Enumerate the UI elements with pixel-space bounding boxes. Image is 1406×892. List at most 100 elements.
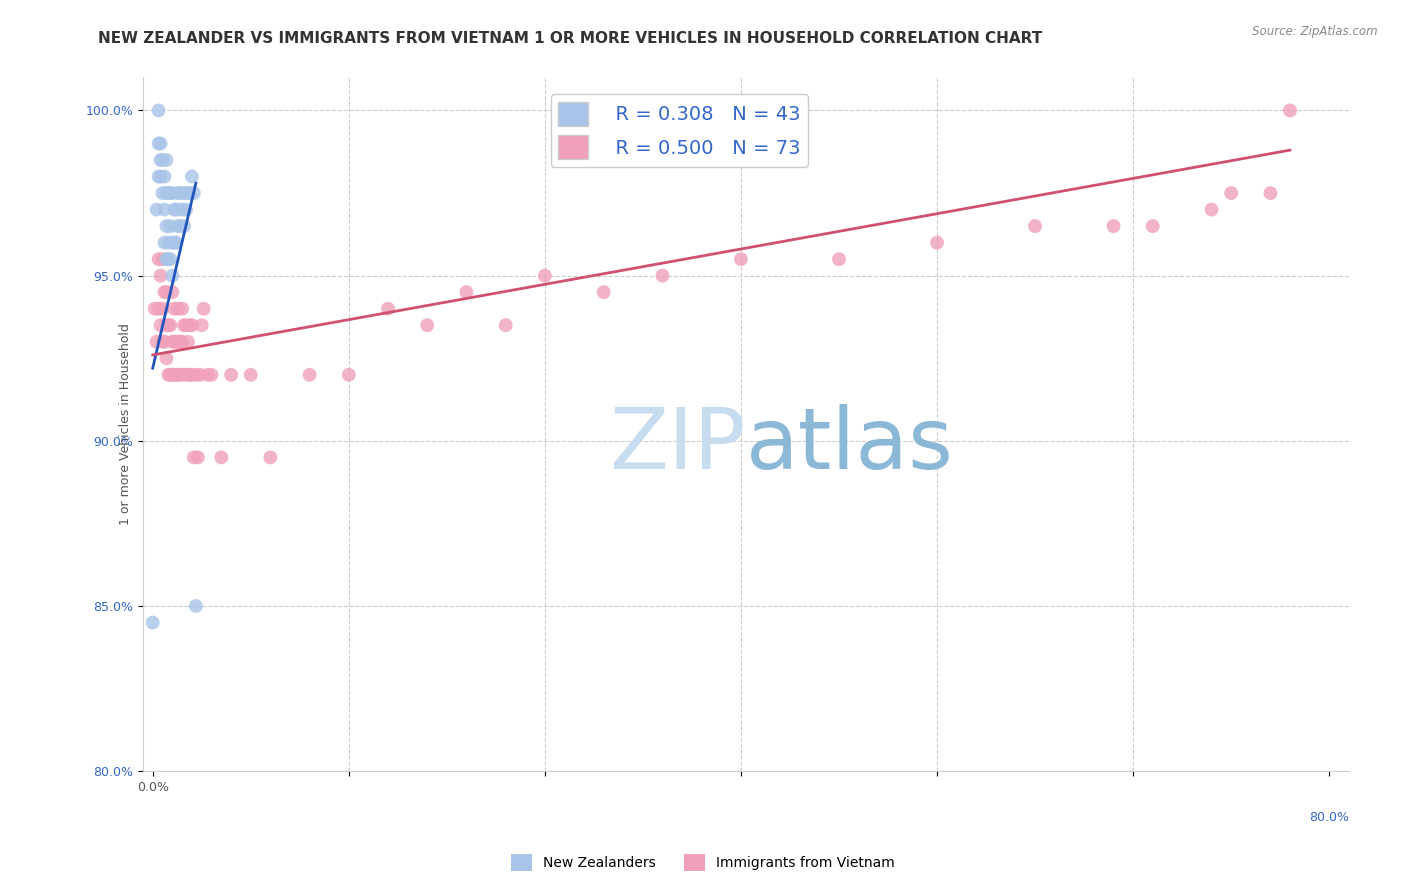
- Point: [162, 285, 184, 300]
- Point: [165, 235, 187, 250]
- Point: [193, 301, 215, 316]
- Point: [1024, 219, 1046, 233]
- Point: [184, 599, 207, 613]
- Point: [155, 285, 177, 300]
- Point: [167, 368, 190, 382]
- Point: [651, 268, 673, 283]
- Point: [157, 368, 180, 382]
- Point: [730, 252, 752, 267]
- Point: [148, 169, 170, 184]
- Point: [149, 136, 172, 151]
- Point: [152, 334, 174, 349]
- Point: [925, 235, 948, 250]
- Point: [177, 334, 200, 349]
- Point: [148, 136, 170, 151]
- Legend:   R = 0.308   N = 43,   R = 0.500   N = 73: R = 0.308 N = 43, R = 0.500 N = 73: [551, 94, 808, 167]
- Point: [163, 334, 186, 349]
- Point: [177, 186, 200, 200]
- Point: [149, 153, 172, 167]
- Point: [157, 252, 180, 267]
- Point: [159, 318, 181, 333]
- Point: [174, 202, 197, 217]
- Point: [173, 186, 195, 200]
- Point: [153, 334, 176, 349]
- Point: [188, 368, 211, 382]
- Text: ZIP: ZIP: [609, 404, 745, 487]
- Point: [162, 235, 184, 250]
- Point: [190, 318, 212, 333]
- Text: Source: ZipAtlas.com: Source: ZipAtlas.com: [1253, 25, 1378, 38]
- Point: [172, 334, 194, 349]
- Point: [180, 318, 202, 333]
- Point: [172, 202, 194, 217]
- Point: [167, 186, 190, 200]
- Point: [167, 301, 190, 316]
- Point: [153, 285, 176, 300]
- Point: [162, 186, 184, 200]
- Point: [173, 318, 195, 333]
- Point: [173, 219, 195, 233]
- Point: [162, 268, 184, 283]
- Point: [416, 318, 439, 333]
- Point: [534, 268, 557, 283]
- Y-axis label: 1 or more Vehicles in Household: 1 or more Vehicles in Household: [118, 324, 132, 525]
- Point: [167, 334, 190, 349]
- Point: [153, 169, 176, 184]
- Point: [143, 301, 166, 316]
- Point: [163, 202, 186, 217]
- Point: [148, 252, 170, 267]
- Point: [1260, 186, 1282, 200]
- Point: [239, 368, 262, 382]
- Point: [179, 318, 201, 333]
- Point: [377, 301, 399, 316]
- Point: [184, 368, 207, 382]
- Point: [155, 351, 177, 366]
- Point: [145, 334, 167, 349]
- Point: [180, 169, 202, 184]
- Point: [177, 368, 200, 382]
- Point: [169, 186, 191, 200]
- Point: [148, 103, 170, 118]
- Point: [153, 235, 176, 250]
- Point: [159, 252, 181, 267]
- Point: [456, 285, 478, 300]
- Point: [1278, 103, 1301, 118]
- Point: [148, 301, 170, 316]
- Point: [163, 368, 186, 382]
- Point: [162, 368, 184, 382]
- Text: atlas: atlas: [745, 404, 953, 487]
- Point: [157, 186, 180, 200]
- Point: [155, 153, 177, 167]
- Point: [337, 368, 360, 382]
- Point: [163, 301, 186, 316]
- Point: [1201, 202, 1223, 217]
- Point: [159, 219, 181, 233]
- Point: [152, 186, 174, 200]
- Point: [187, 450, 209, 465]
- Point: [162, 334, 184, 349]
- Point: [159, 368, 181, 382]
- Point: [1142, 219, 1164, 233]
- Point: [159, 186, 181, 200]
- Point: [149, 268, 172, 283]
- Point: [259, 450, 281, 465]
- Point: [163, 235, 186, 250]
- Point: [153, 202, 176, 217]
- Point: [179, 186, 201, 200]
- Point: [298, 368, 321, 382]
- Point: [219, 368, 242, 382]
- Point: [152, 153, 174, 167]
- Point: [155, 219, 177, 233]
- Point: [179, 368, 201, 382]
- Point: [173, 368, 195, 382]
- Point: [169, 334, 191, 349]
- Legend: New Zealanders, Immigrants from Vietnam: New Zealanders, Immigrants from Vietnam: [506, 848, 900, 876]
- Point: [142, 615, 165, 630]
- Point: [495, 318, 517, 333]
- Point: [200, 368, 222, 382]
- Point: [183, 186, 205, 200]
- Point: [1102, 219, 1125, 233]
- Point: [149, 169, 172, 184]
- Point: [180, 368, 202, 382]
- Point: [157, 235, 180, 250]
